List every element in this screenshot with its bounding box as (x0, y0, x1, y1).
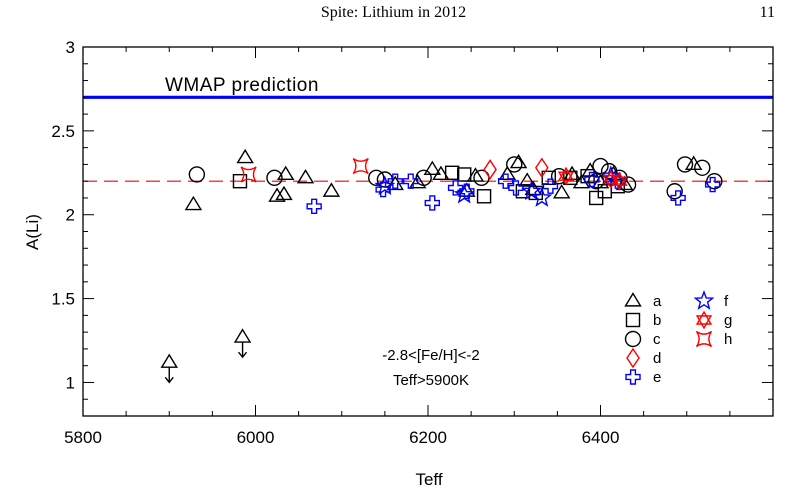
data-point-a (408, 174, 427, 189)
legend-marker-d (626, 347, 640, 369)
data-point-f (521, 180, 542, 201)
data-point-h (240, 166, 257, 183)
metallicity-annotation: -2.8<[Fe/H]<-2 (382, 347, 480, 364)
legend-marker-f (693, 290, 715, 310)
data-point-b (444, 165, 460, 180)
x-tick-label: 6200 (409, 428, 447, 447)
data-point-c (368, 169, 385, 187)
data-point-a (684, 155, 703, 170)
data-point-a (275, 185, 293, 201)
data-point-e (508, 180, 524, 196)
data-point-a (423, 160, 442, 176)
legend-marker-e (625, 369, 641, 385)
data-point-g (557, 166, 575, 186)
data-point-c (676, 156, 694, 173)
data-point-e (424, 195, 441, 211)
legend-marker-b (625, 312, 641, 328)
legend-label-c: c (653, 331, 661, 348)
data-point-c (592, 157, 609, 175)
teff-annotation: Teff>5900K (393, 372, 469, 389)
data-point-c (694, 159, 711, 176)
data-point-f (600, 165, 622, 186)
legend-marker-g (695, 310, 713, 330)
x-tick-label: 6400 (582, 428, 620, 447)
legend-label-b: b (653, 312, 661, 329)
data-point-a (296, 168, 315, 184)
reference-lines (83, 95, 773, 182)
data-point-b (528, 185, 544, 201)
data-point-b (563, 170, 578, 186)
y-axis-label: A(Li) (23, 214, 42, 250)
data-point-c (506, 156, 523, 173)
legend-label-e: e (653, 369, 661, 386)
data-point-c (666, 183, 683, 200)
legend-label-f: f (724, 293, 729, 310)
page-number: 11 (759, 4, 775, 21)
y-tick-label: 3 (66, 38, 75, 57)
data-point-g (611, 171, 628, 191)
data-point-a (236, 148, 254, 164)
y-tick-label: 2 (66, 206, 75, 225)
data-point-c (415, 169, 432, 187)
legend-label-a: a (653, 293, 662, 310)
legend-marker-h (695, 330, 713, 348)
data-point-b (476, 189, 492, 204)
data-point-b (232, 173, 248, 189)
page-header: Spite: Lithium in 2012 11 (0, 0, 787, 26)
data-point-a (268, 187, 286, 202)
data-point-e (542, 178, 559, 194)
data-point-h (352, 157, 369, 175)
legend-label-d: d (653, 350, 661, 367)
data-points (160, 148, 723, 384)
y-tick-label: 1 (66, 373, 75, 392)
data-point-a (233, 328, 252, 359)
x-tick-label: 6000 (237, 428, 275, 447)
data-point-a (184, 195, 203, 211)
data-point-a (552, 184, 571, 199)
data-point-d (483, 159, 497, 180)
legend-marker-a (624, 292, 642, 307)
data-point-c (266, 169, 283, 187)
data-point-e (375, 181, 391, 198)
data-point-a (509, 153, 528, 169)
data-point-e (387, 173, 403, 189)
data-point-a (276, 165, 295, 181)
legend-label-g: g (724, 312, 732, 329)
data-point-a (160, 353, 178, 384)
data-point-c (550, 167, 568, 185)
data-point-e (497, 173, 514, 189)
data-point-f (374, 175, 396, 196)
legend-label-h: h (724, 331, 732, 348)
data-point-e (670, 190, 686, 206)
x-tick-label: 5800 (64, 428, 102, 447)
data-point-f (453, 183, 475, 204)
running-title: Spite: Lithium in 2012 (320, 4, 467, 21)
data-point-d (535, 157, 549, 179)
y-tick-label: 2.5 (51, 122, 75, 141)
data-point-e (403, 173, 419, 189)
legend-marker-c (624, 330, 642, 348)
data-point-e (447, 180, 464, 196)
axis-ticks: 5800 6000 6200 6400 1 1.5 2 2.5 3 (51, 38, 774, 447)
plot-frame (82, 46, 774, 417)
data-point-b (457, 167, 472, 182)
wmap-prediction-label: WMAP prediction (165, 75, 319, 96)
x-axis-label: Teff (415, 470, 442, 489)
data-point-c (188, 166, 206, 183)
data-point-a (322, 182, 341, 197)
data-point-e (704, 176, 721, 193)
data-point-a (518, 172, 536, 187)
y-tick-label: 1.5 (51, 290, 75, 309)
data-point-e (584, 171, 600, 188)
data-point-e (306, 198, 322, 215)
data-point-f (531, 186, 553, 207)
data-point-a (432, 165, 450, 181)
data-point-c (587, 172, 605, 190)
